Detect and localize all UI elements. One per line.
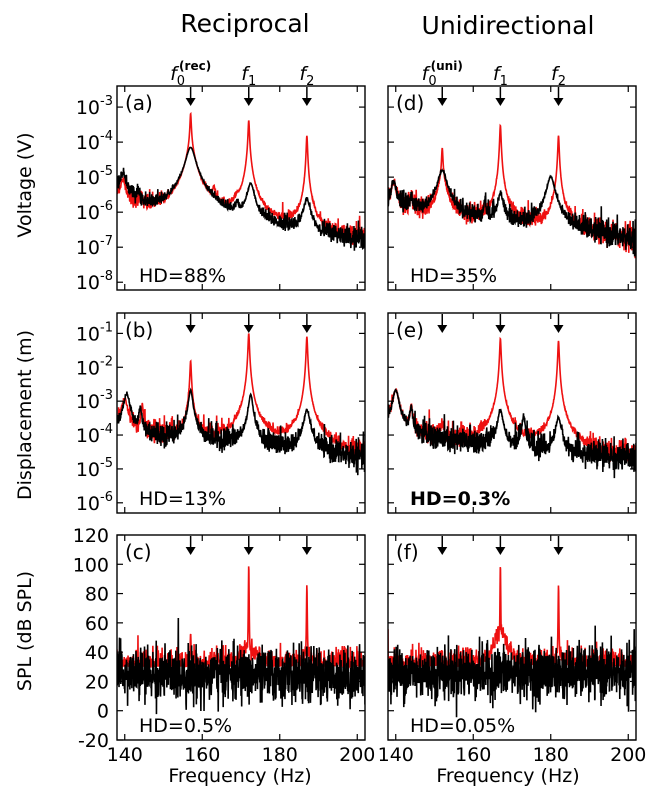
series-line-red (117, 333, 365, 460)
panel-label: (f) (396, 540, 419, 564)
y-tick-label: 0 (97, 701, 109, 723)
ylabel-displacement: Displacement (m) (14, 330, 36, 500)
marker-label: f0(uni) (422, 59, 463, 89)
y-tick-label: 10-6 (76, 490, 113, 515)
axes-frame (116, 534, 366, 741)
marker-arrow-head (185, 98, 196, 106)
series-line-black (388, 388, 636, 479)
y-tick-label: 40 (85, 642, 109, 664)
y-tick-label: 10-4 (76, 422, 113, 447)
series-line-red (388, 567, 636, 669)
hd-label: HD=35% (410, 265, 497, 287)
panel-label: (a) (125, 91, 153, 115)
marker-arrow-head (185, 325, 196, 333)
series-line-red (388, 123, 636, 259)
xlabel-right: Frequency (Hz) (436, 765, 579, 787)
marker-arrow-head (185, 547, 196, 555)
hd-label: HD=0.5% (139, 715, 232, 737)
y-tick-label: 60 (85, 613, 109, 635)
marker-arrow-head (243, 325, 254, 333)
marker-label: f2 (299, 63, 314, 89)
x-tick-label: 200 (610, 744, 646, 766)
hd-label: HD=88% (139, 265, 226, 287)
y-tick-label: 100 (73, 554, 109, 576)
y-tick-label: 10-2 (76, 354, 113, 379)
chart-panel-b: 10-6 10-5 10-4 10-3 10-2 10-1 (b) HD=13% (76, 312, 366, 515)
series-line-black (117, 146, 365, 251)
x-tick-label: 160 (455, 744, 491, 766)
chart-panel-d: (d) HD=35% f0(uni) f1 f2 (387, 59, 637, 291)
x-tick-label: 200 (339, 744, 375, 766)
marker-arrow-head (553, 547, 564, 555)
marker-arrow-head (437, 547, 448, 555)
column-title-reciprocal: Reciprocal (180, 9, 309, 38)
panel-label: (d) (396, 91, 424, 115)
marker-arrow-head (243, 547, 254, 555)
hd-label: HD=13% (139, 488, 226, 510)
series-line-black (388, 168, 636, 257)
column-title-unidirectional: Unidirectional (422, 11, 595, 40)
y-tick-label: 10-4 (76, 129, 113, 154)
chart-panel-a: 10-8 10-7 10-6 10-5 10-4 10-3 (a) HD=88% f0(rec)… (76, 59, 366, 294)
x-tick-label: 140 (378, 744, 414, 766)
marker-arrow-head (437, 98, 448, 106)
panel-label: (c) (125, 540, 152, 564)
y-tick-label: 80 (85, 584, 109, 606)
marker-arrow-head (243, 98, 254, 106)
hd-label: HD=0.05% (410, 715, 515, 737)
y-tick-label: 10-8 (76, 269, 113, 294)
y-tick-label: 10-3 (76, 388, 113, 413)
panel-label: (b) (125, 318, 153, 342)
y-tick-label: 10-5 (76, 456, 113, 481)
xlabel-left: Frequency (Hz) (168, 765, 311, 787)
panel-label: (e) (396, 318, 424, 342)
y-tick-label: -20 (78, 730, 109, 752)
axes-frame (116, 85, 366, 291)
y-tick-label: 10-6 (76, 199, 113, 224)
x-tick-label: 180 (533, 744, 569, 766)
marker-label: f0(rec) (170, 59, 211, 89)
marker-label: f2 (551, 63, 566, 89)
series-line-black (388, 625, 636, 718)
y-tick-label: 20 (85, 671, 109, 693)
ylabel-voltage: Voltage (V) (14, 132, 36, 237)
axes-frame (387, 312, 637, 514)
chart-panel-f: 140 160 180 200 (f) HD=0.05% (378, 534, 646, 766)
ylabel-spl: SPL (dB SPL) (14, 571, 36, 691)
y-tick-label: 120 (73, 525, 109, 547)
y-tick-label: 10-5 (76, 164, 113, 189)
marker-arrow-head (495, 325, 506, 333)
marker-arrow-head (495, 98, 506, 106)
x-tick-label: 160 (184, 744, 220, 766)
y-tick-label: 10-7 (76, 234, 113, 259)
marker-arrow-head (301, 98, 312, 106)
series-line-black (117, 618, 365, 715)
chart-panel-c: 140 160 180 200 -20 0 20 40 60 80 100 120 (c) HD=0.5% (73, 525, 376, 766)
marker-arrow-head (437, 325, 448, 333)
marker-label: f1 (241, 63, 256, 89)
axes-frame (116, 312, 366, 514)
x-tick-label: 180 (262, 744, 298, 766)
y-tick-label: 10-3 (76, 94, 113, 119)
marker-arrow-head (553, 98, 564, 106)
marker-arrow-head (301, 325, 312, 333)
y-tick-label: 10-1 (76, 320, 113, 345)
axes-frame (387, 85, 637, 291)
marker-arrow-head (495, 547, 506, 555)
chart-panel-e: (e) HD=0.3% (387, 312, 637, 514)
hd-label: HD=0.3% (410, 488, 510, 510)
marker-label: f1 (493, 63, 508, 89)
marker-arrow-head (301, 547, 312, 555)
series-line-black (117, 387, 365, 476)
axes-frame (387, 534, 637, 741)
x-tick-label: 140 (107, 744, 143, 766)
marker-arrow-head (553, 325, 564, 333)
